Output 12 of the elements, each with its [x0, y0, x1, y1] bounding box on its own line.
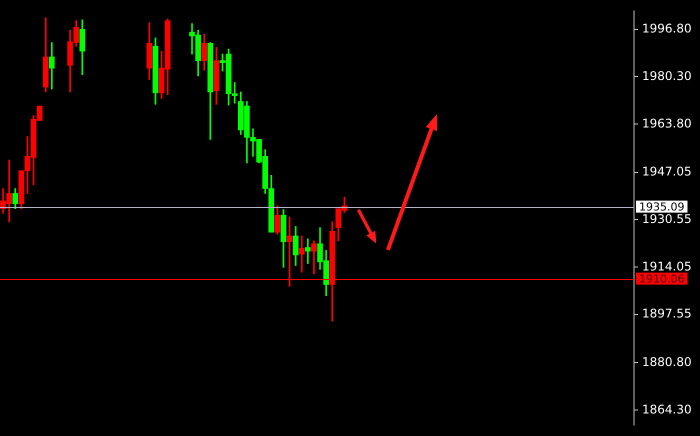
y-tick-label: 1897.55: [642, 306, 692, 321]
ref-line-label: 1910.06: [639, 272, 684, 286]
candlestick: [311, 240, 317, 274]
y-tick-label: 1996.80: [642, 21, 692, 36]
y-tick-label: 1864.30: [642, 402, 692, 416]
y-tick-label: 1963.80: [642, 116, 692, 130]
ref-line-label: 1935.09: [639, 200, 684, 214]
y-tick-label: 1980.30: [642, 68, 692, 83]
y-tick-label: 1930.55: [642, 212, 692, 226]
y-tick-label: 1880.80: [642, 354, 692, 369]
y-tick-label: 1947.05: [642, 164, 692, 178]
y-tick-label: 1914.05: [642, 259, 692, 274]
